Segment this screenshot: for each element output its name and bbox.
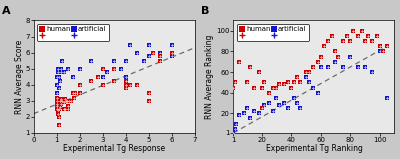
X-axis label: Experimental Tg Ranking: Experimental Tg Ranking <box>266 144 362 153</box>
X-axis label: Experimental Tg Response: Experimental Tg Response <box>63 144 165 153</box>
Legend: human, , artificial, : human, , artificial, <box>37 24 109 41</box>
Legend: human, , artificial, : human, , artificial, <box>237 24 309 41</box>
Text: B: B <box>201 6 210 16</box>
Text: A: A <box>2 6 10 16</box>
Y-axis label: RNN Average Ranking: RNN Average Ranking <box>206 35 214 119</box>
Y-axis label: RNN Average Score: RNN Average Score <box>15 40 24 114</box>
